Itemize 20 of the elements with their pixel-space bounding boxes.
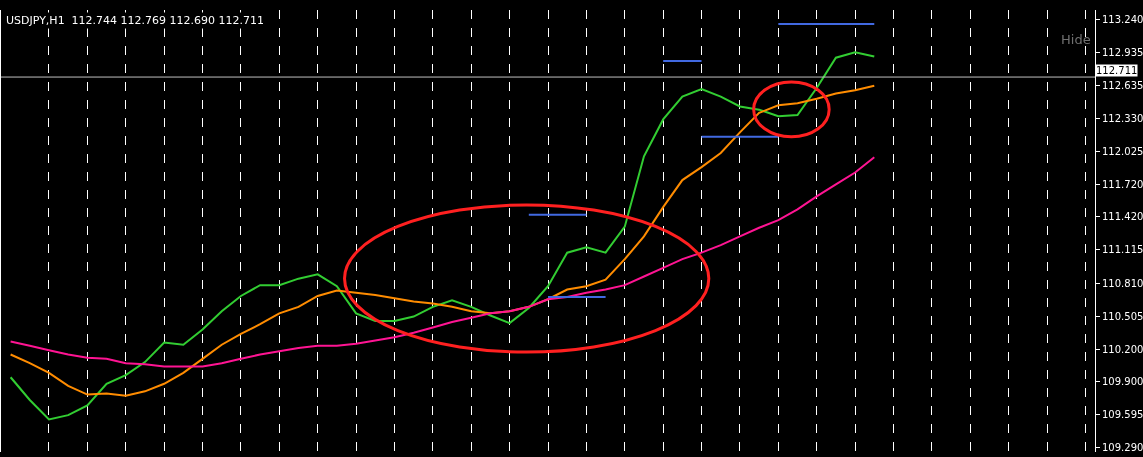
y-tick-label: 113.240: [1102, 14, 1143, 26]
line-series: [9, 51, 876, 421]
y-tick-label: 111.115: [1102, 244, 1143, 256]
y-tick-label: 111.420: [1102, 211, 1143, 223]
y-tick-label: 112.025: [1102, 145, 1143, 157]
y-tick-label: 109.290: [1102, 442, 1143, 454]
ref-line-label: 112.711: [1096, 65, 1138, 76]
y-tick-label: 112.635: [1102, 79, 1143, 91]
annotation: Hide: [1061, 32, 1091, 47]
line-series: [9, 156, 876, 368]
chart-title: USDJPY,H1 112.744 112.769 112.690 112.711: [6, 14, 265, 27]
y-tick-label: 112.330: [1102, 112, 1143, 124]
y-tick-label: 112.935: [1102, 47, 1143, 59]
y-tick-label: 109.900: [1102, 376, 1143, 388]
y-tick-label: 109.595: [1102, 409, 1143, 421]
y-tick-label: 111.720: [1102, 178, 1143, 190]
y-tick-label: 110.200: [1102, 343, 1143, 355]
line-series: [9, 84, 876, 397]
y-tick-label: 110.505: [1102, 310, 1143, 322]
y-tick-label: 110.810: [1102, 277, 1143, 289]
